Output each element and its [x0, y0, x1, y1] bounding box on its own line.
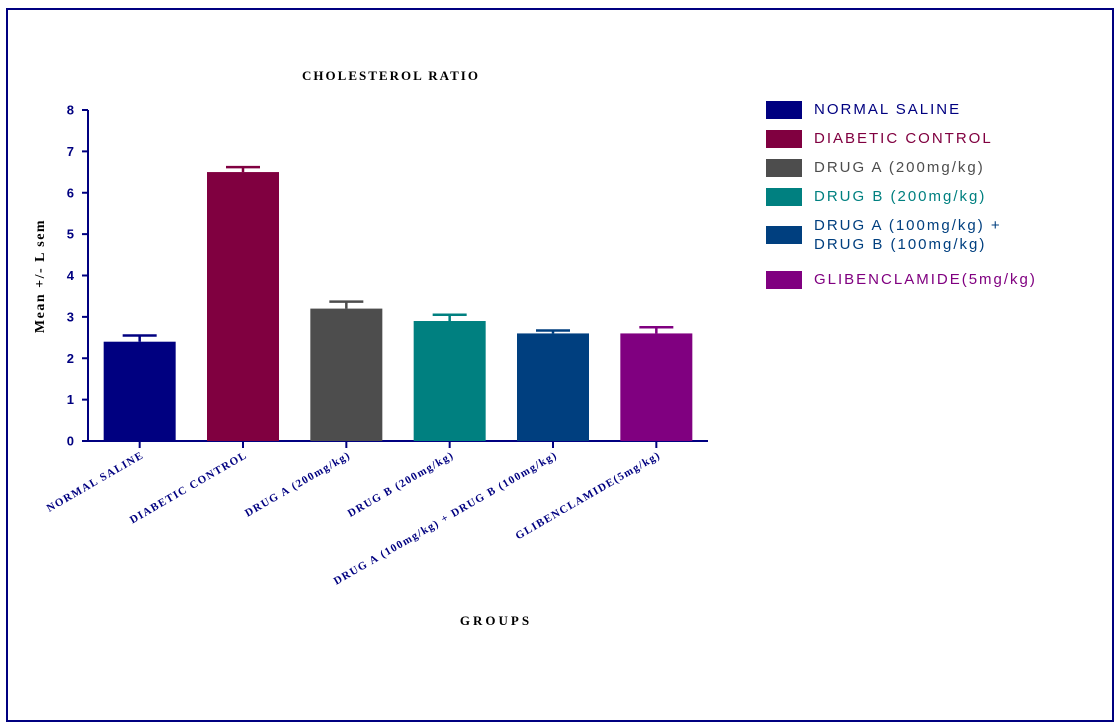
bar — [620, 333, 693, 441]
legend: NORMAL SALINE DIABETIC CONTROL DRUG A (200… — [766, 100, 1111, 299]
y-tick-label: 1 — [67, 392, 74, 407]
y-tick-label: 4 — [67, 268, 75, 283]
bar — [310, 308, 383, 441]
bar — [413, 321, 486, 441]
legend-item: DRUG B (200mg/kg) — [766, 187, 1111, 206]
legend-label: DRUG A (200mg/kg) — [814, 159, 985, 176]
y-tick-label: 7 — [67, 144, 74, 159]
legend-swatch — [766, 226, 802, 244]
y-tick-label: 2 — [67, 351, 74, 366]
bar — [103, 341, 176, 441]
legend-swatch — [766, 101, 802, 119]
legend-label: DRUG B (200mg/kg) — [814, 188, 987, 205]
legend-swatch — [766, 159, 802, 177]
y-tick-label: 0 — [67, 434, 74, 449]
legend-item: GLIBENCLAMIDE(5mg/kg) — [766, 270, 1111, 289]
legend-swatch — [766, 130, 802, 148]
legend-swatch — [766, 271, 802, 289]
legend-item: DRUG A (100mg/kg) + DRUG B (100mg/kg) — [766, 216, 1111, 254]
chart-title: CHOLESTEROL RATIO — [302, 68, 480, 83]
x-tick-label: NORMAL SALINE — [45, 449, 146, 514]
legend-swatch — [766, 188, 802, 206]
y-tick-label: 5 — [67, 227, 74, 242]
x-tick-label: DRUG A (100mg/kg) + DRUG B (100mg/kg) — [332, 449, 560, 587]
x-tick-label: DRUG A (200mg/kg) — [243, 449, 353, 519]
y-tick-label: 8 — [67, 103, 74, 118]
legend-label: DIABETIC CONTROL — [814, 130, 993, 147]
legend-item: NORMAL SALINE — [766, 100, 1111, 119]
bar — [517, 333, 589, 441]
x-tick-label: DIABETIC CONTROL — [128, 449, 250, 526]
x-axis-label: GROUPS — [460, 613, 532, 628]
legend-item: DIABETIC CONTROL — [766, 129, 1111, 148]
bar — [207, 172, 279, 441]
legend-label: GLIBENCLAMIDE(5mg/kg) — [814, 271, 1037, 288]
y-tick-label: 6 — [67, 185, 74, 200]
y-axis-label: Mean +/- L sem — [33, 219, 48, 333]
x-tick-label: DRUG B (200mg/kg) — [346, 449, 456, 520]
legend-label: DRUG A (100mg/kg) + DRUG B (100mg/kg) — [814, 217, 1002, 253]
legend-label: NORMAL SALINE — [814, 101, 962, 118]
legend-item: DRUG A (200mg/kg) — [766, 158, 1111, 177]
y-tick-label: 3 — [67, 309, 74, 324]
